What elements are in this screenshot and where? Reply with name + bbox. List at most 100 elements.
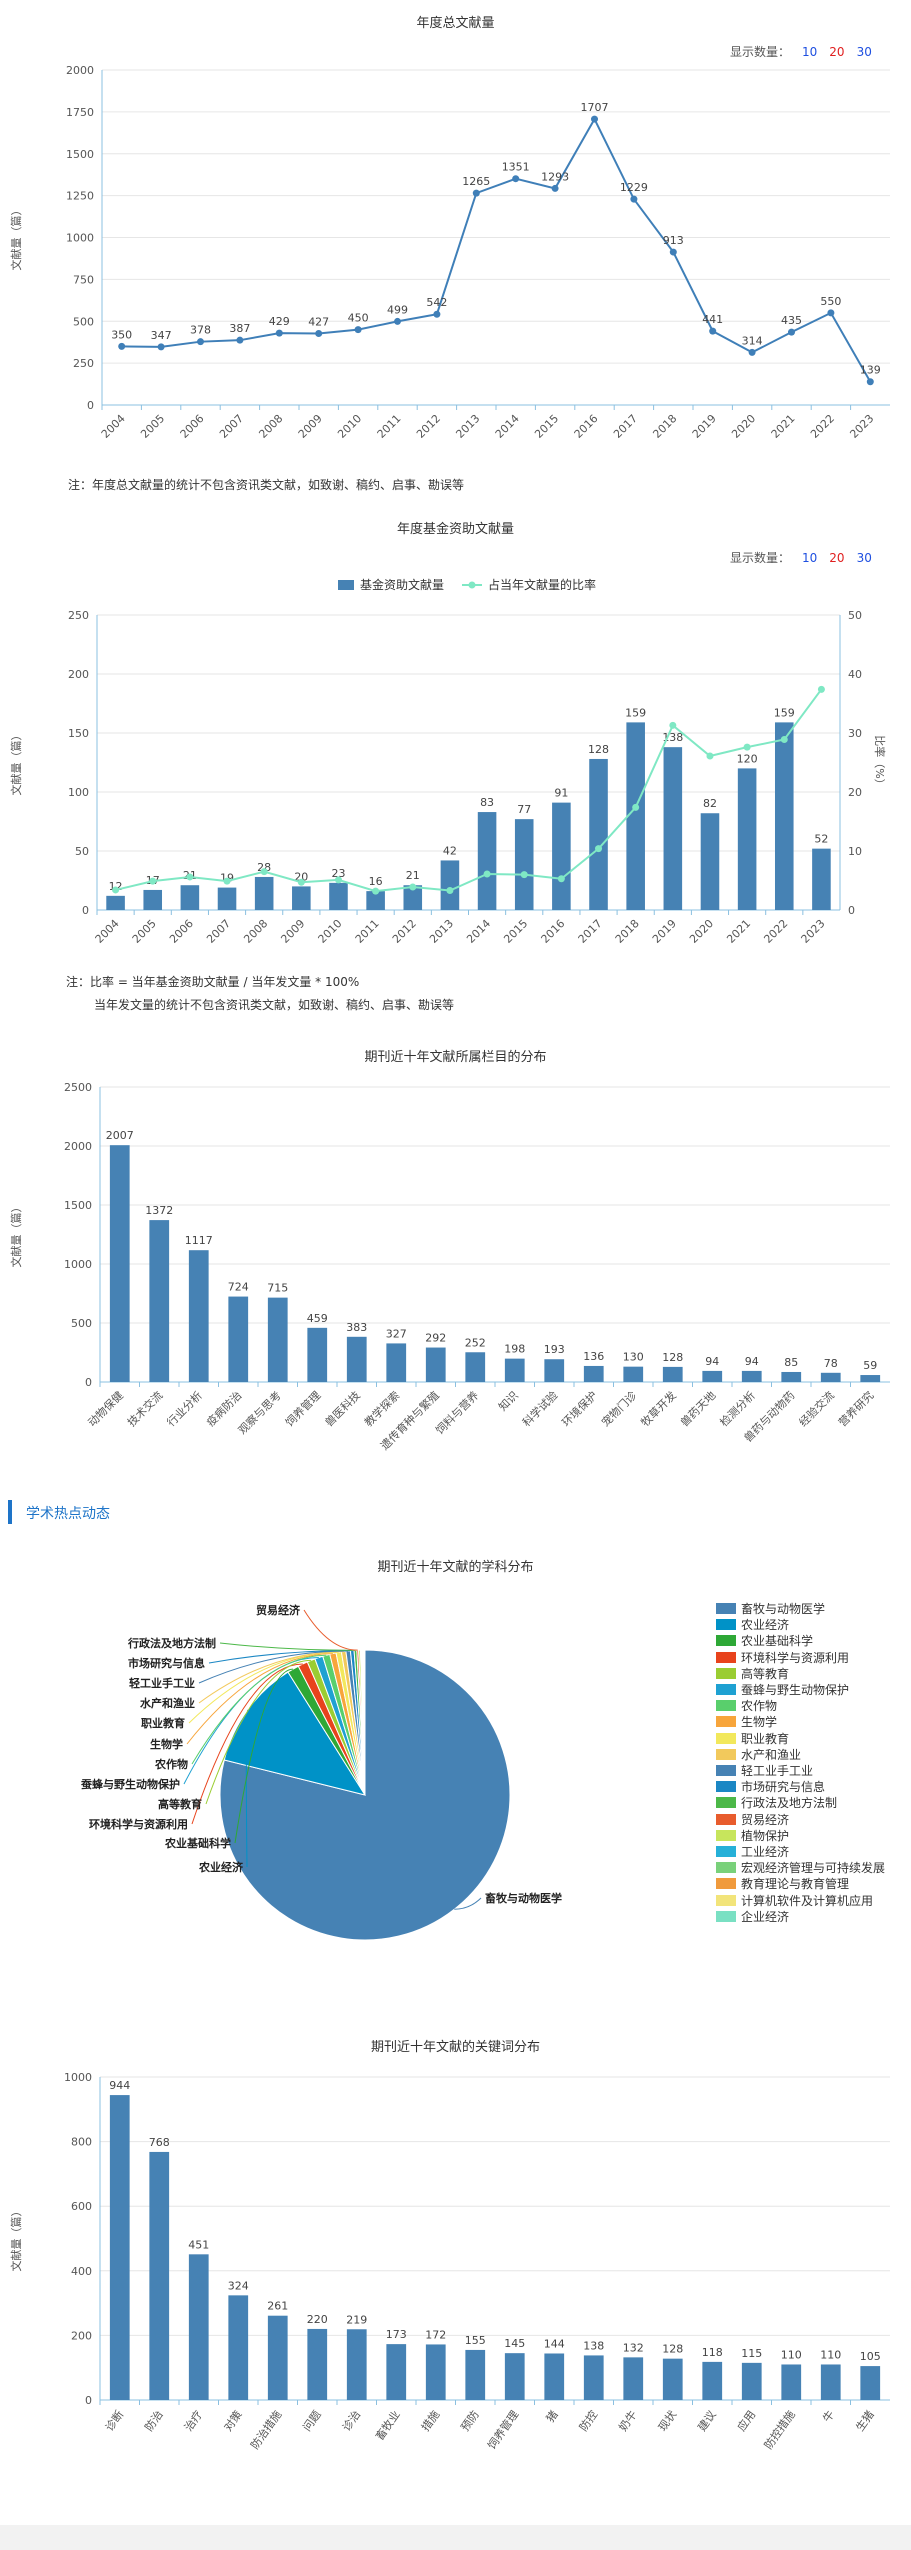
y-tick-label: 250 [68,609,89,622]
y-tick-label: 600 [71,2200,92,2213]
x-tick-label: 疫病防治 [203,1388,244,1429]
fund-bar [737,768,757,910]
column-bar [149,1220,170,1382]
pie-slice [363,1649,366,1796]
x-tick-label: 猪 [544,2408,561,2424]
legend-item[interactable]: 农作物 [716,1697,777,1714]
legend-swatch [716,1667,736,1679]
annual-data-label: 435 [781,314,802,327]
fund-note-scope: 当年发文量的统计不包含资讯类文献，如致谢、稿约、启事、勘误等 [94,998,455,1012]
column-bar [504,1358,525,1382]
legend-item[interactable]: 轻工业手工业 [716,1762,813,1779]
x-tick-label: 教学探索 [361,1388,402,1429]
legend-item[interactable]: 职业教育 [716,1730,789,1747]
count-option-10[interactable]: 10 [802,45,818,59]
x-tick-label: 环境保护 [559,1388,600,1429]
x-tick-label: 2011 [353,917,382,946]
x-tick-label: 2007 [204,917,233,946]
legend-label: 农作物 [741,1699,778,1714]
pie-leader-line [219,1642,356,1651]
legend-item[interactable]: 计算机软件及计算机应用 [716,1892,873,1909]
column-bar-label: 94 [745,1355,759,1368]
x-tick-label: 畜牧业 [372,2408,402,2443]
legend-label: 高等教育 [741,1666,790,1681]
y-tick-label: 0 [87,399,94,412]
annual-data-point [866,378,874,386]
column-bar [346,1336,367,1382]
column-bar [860,1375,881,1382]
annual-data-point [197,338,204,346]
count-option-10[interactable]: 10 [802,551,818,565]
x-tick-label: 2017 [576,917,605,946]
legend-item[interactable]: 农业经济 [716,1616,789,1633]
column-bar-label: 252 [465,1336,486,1349]
legend-item[interactable]: 生物学 [716,1713,777,1730]
keyword-bar [386,2344,407,2400]
pie-leader-line [208,1650,353,1664]
pie-slice-label: 行政法及地方法制 [127,1636,216,1650]
x-tick-label: 2021 [769,412,798,441]
count-option-30[interactable]: 30 [856,551,872,565]
keyword-bar-label: 144 [544,2337,565,2350]
pie-leader-line [205,1659,312,1805]
count-option-30[interactable]: 30 [856,45,872,59]
annual-data-point [394,317,401,325]
legend-item[interactable]: 市场研究与信息 [716,1778,825,1795]
legend-item[interactable]: 环境科学与资源利用 [716,1649,849,1666]
ratio-data-point [743,743,751,751]
y-tick-label: 100 [68,786,89,799]
pie-slice-label: 畜牧与动物医学 [485,1891,562,1905]
legend-item[interactable]: 企业经济 [716,1908,789,1925]
keyword-bar [504,2353,525,2400]
keyword-bar [623,2357,644,2400]
keyword-bar [702,2361,723,2400]
annual-data-point [433,310,441,318]
ratio-data-point [409,883,417,891]
count-option-20[interactable]: 20 [829,551,845,565]
x-tick-label: 2012 [390,917,419,946]
keyword-bar-label: 768 [149,2136,170,2149]
y-axis-title: 文献量（篇） [9,730,23,796]
x-tick-label: 对策 [221,2408,245,2434]
section-accent-bar [8,1500,12,1524]
annual-data-label: 314 [742,334,763,347]
annual-data-point [275,329,283,337]
y-tick-label: 150 [68,727,89,740]
legend-swatch [716,1732,736,1744]
column-bar-label: 1372 [145,1204,173,1217]
legend-item[interactable]: 贸易经济 [716,1811,789,1828]
fund-bar [812,848,831,910]
legend-item[interactable]: 畜牧与动物医学 [716,1600,825,1617]
annual-data-label: 1229 [620,181,648,194]
column-bar-label: 130 [623,1351,644,1364]
y-tick-label: 1750 [66,106,94,119]
x-tick-label: 行业分析 [164,1388,205,1429]
legend-label: 畜牧与动物医学 [741,1602,826,1616]
legend-item[interactable]: 植物保护 [716,1827,789,1844]
legend-item[interactable]: 蚕蜂与野生动物保护 [716,1681,849,1698]
legend-item[interactable]: 农业基础科学 [716,1632,813,1649]
x-tick-label: 2017 [611,412,640,441]
count-option-20[interactable]: 20 [829,45,845,59]
legend-item[interactable]: 宏观经济管理与可持续发展 [716,1859,885,1876]
ratio-data-point [297,878,305,886]
legend-label-ratio: 占当年文献量的比率 [488,577,596,592]
annual-data-label: 913 [663,234,684,247]
legend-item[interactable]: 高等教育 [716,1665,789,1682]
legend-label: 农业基础科学 [741,1634,814,1649]
x-tick-label: 营养研究 [835,1388,876,1429]
annual-data-point [669,248,677,256]
fund-bar-label: 21 [406,869,420,882]
x-tick-label: 2004 [99,412,128,441]
legend-item[interactable]: 行政法及地方法制 [716,1794,837,1811]
keyword-bar-label: 115 [741,2347,762,2360]
annual-data-label: 1265 [462,175,490,188]
display-count-label: 显示数量： [730,45,791,59]
fund-bar-label: 120 [737,752,758,765]
x-tick-label: 措施 [418,2408,442,2434]
y2-tick-label: 10 [848,845,862,858]
legend-item[interactable]: 水产和渔业 [716,1746,801,1763]
legend-item[interactable]: 工业经济 [716,1843,789,1860]
y-tick-label: 1000 [64,1258,92,1271]
legend-item[interactable]: 教育理论与教育管理 [716,1875,849,1892]
